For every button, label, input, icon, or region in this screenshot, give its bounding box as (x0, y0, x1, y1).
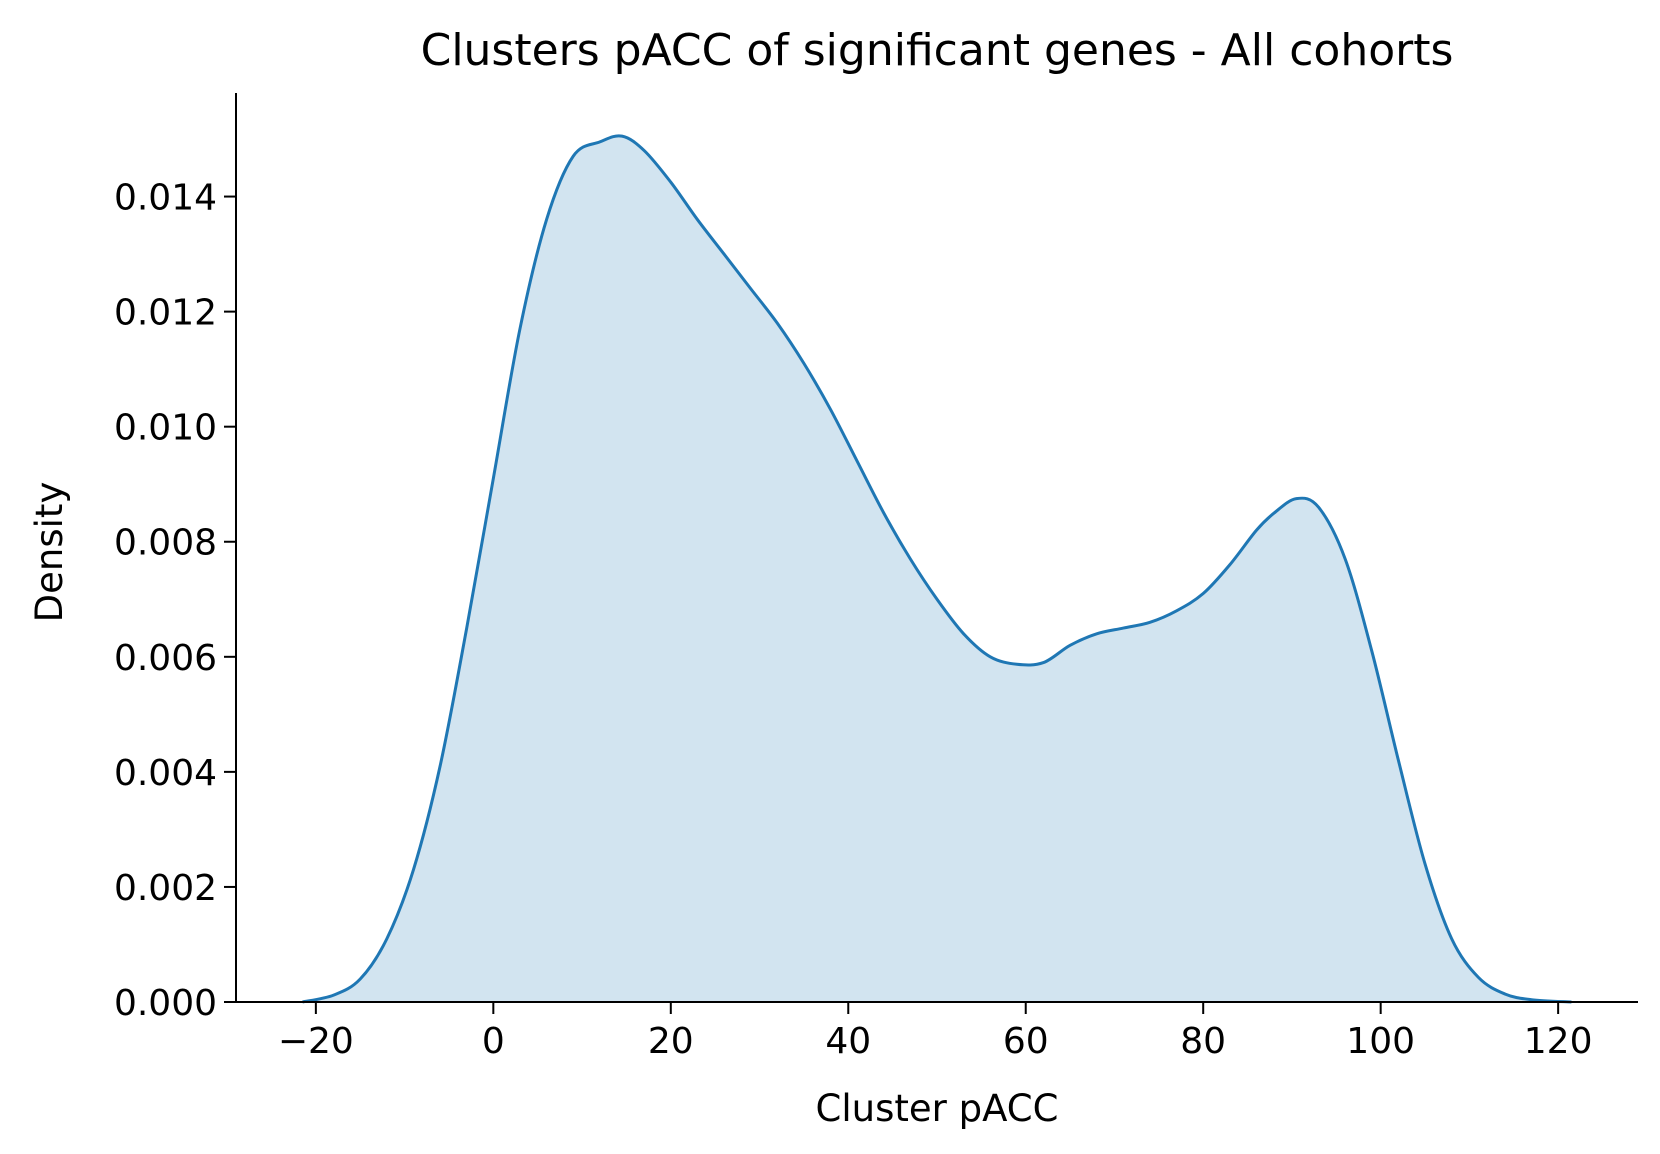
y-tick-label: 0.014 (114, 178, 217, 219)
y-ticks: 0.000 0.002 0.004 0.006 0.008 0.010 0.012 0.014 (114, 178, 236, 1024)
y-tick-label: 0.002 (114, 868, 217, 909)
y-tick-label: 0.008 (114, 523, 217, 564)
x-tick-label: 0 (482, 1021, 505, 1062)
chart-title: Clusters pACC of significant genes - All… (421, 25, 1454, 76)
y-tick-label: 0.010 (114, 408, 217, 449)
y-tick-label: 0.012 (114, 293, 217, 334)
axes (235, 93, 1638, 1003)
x-tick-label: 100 (1346, 1021, 1415, 1062)
x-tick-label: 60 (1003, 1021, 1049, 1062)
x-tick-label: 20 (648, 1021, 694, 1062)
x-tick-label: 120 (1524, 1021, 1593, 1062)
y-tick-label: 0.004 (114, 753, 217, 794)
y-axis-title: Density (28, 482, 71, 623)
x-tick-label: 80 (1180, 1021, 1226, 1062)
y-tick-label: 0.006 (114, 638, 217, 679)
x-axis-title: Cluster pACC (816, 1087, 1059, 1130)
y-tick-label: 0.000 (114, 983, 217, 1024)
density-fill-area (302, 135, 1572, 1003)
density-curve-line (302, 134, 1572, 1004)
x-tick-label: 40 (825, 1021, 871, 1062)
plot-area (302, 134, 1572, 1004)
x-tick-label: −20 (278, 1021, 354, 1062)
x-ticks: −20 0 20 40 60 80 100 120 (278, 1002, 1593, 1062)
